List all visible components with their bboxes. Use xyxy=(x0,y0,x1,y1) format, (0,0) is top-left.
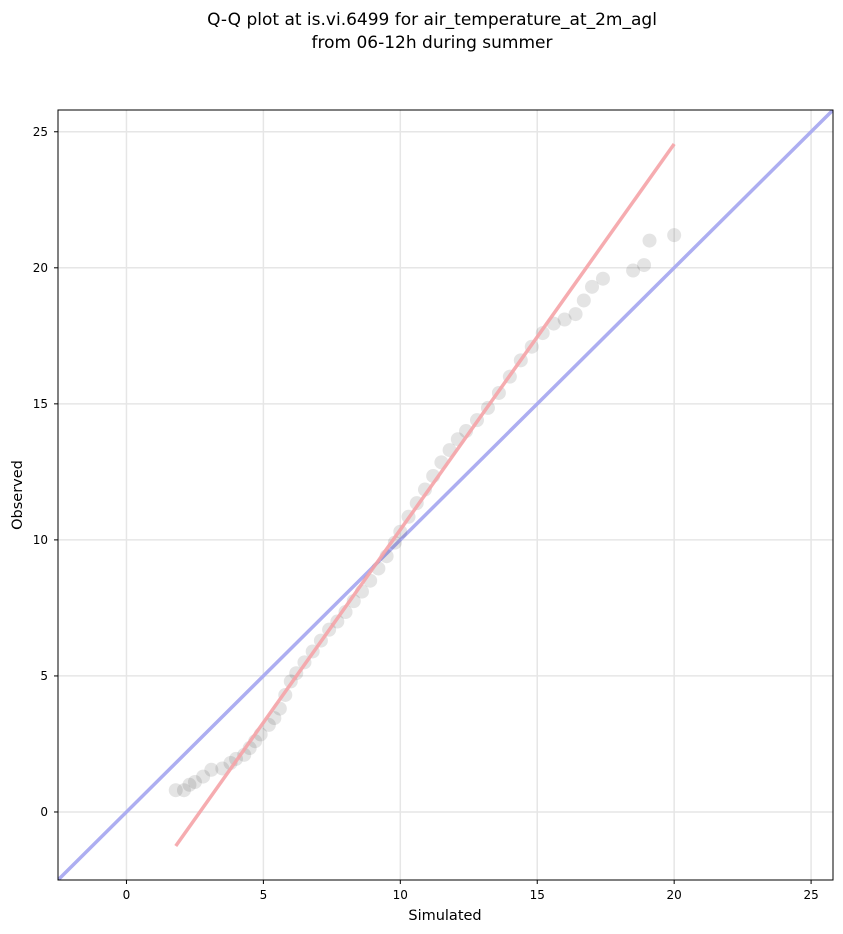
plot-area-frame xyxy=(57,109,834,881)
fit-line xyxy=(174,142,676,848)
x-tick-label: 10 xyxy=(393,888,408,902)
data-point xyxy=(237,747,252,762)
data-point xyxy=(667,228,682,243)
data-point xyxy=(637,258,652,273)
y-axis-label: Observed xyxy=(10,460,26,530)
data-point xyxy=(182,777,197,792)
data-point xyxy=(585,279,600,294)
data-point xyxy=(187,775,202,790)
data-point xyxy=(168,783,183,798)
chart-title-line-2: from 06-12h during summer xyxy=(312,33,553,53)
data-point xyxy=(338,604,353,619)
data-point xyxy=(642,233,657,248)
x-axis-label: Simulated xyxy=(408,908,481,924)
y-tick-label: 20 xyxy=(33,261,48,275)
data-points xyxy=(168,228,682,798)
data-point xyxy=(387,535,402,550)
y-axis-ticks: 0 5 10 15 20 25 xyxy=(33,125,58,819)
data-point xyxy=(196,769,211,784)
x-axis-ticks: 0 5 10 15 20 25 xyxy=(123,880,819,902)
y-tick-label: 25 xyxy=(33,125,48,139)
x-tick-label: 20 xyxy=(667,888,682,902)
x-tick-label: 25 xyxy=(803,888,818,902)
data-point xyxy=(595,271,610,286)
y-tick-label: 0 xyxy=(40,805,48,819)
data-point xyxy=(215,761,230,776)
data-point xyxy=(568,307,583,322)
grid-lines xyxy=(58,110,833,880)
data-point xyxy=(576,293,591,308)
chart-title-line-1: Q-Q plot at is.vi.6499 for air_temperatu… xyxy=(207,10,657,30)
data-point xyxy=(557,312,572,327)
y-tick-label: 10 xyxy=(33,533,48,547)
y-tick-label: 15 xyxy=(33,397,48,411)
x-tick-label: 0 xyxy=(123,888,131,902)
data-point xyxy=(204,762,219,777)
y-tick-label: 5 xyxy=(40,669,48,683)
identity-line xyxy=(58,110,833,880)
data-point xyxy=(176,783,191,798)
data-point xyxy=(626,263,641,278)
x-tick-label: 15 xyxy=(530,888,545,902)
x-tick-label: 5 xyxy=(260,888,268,902)
